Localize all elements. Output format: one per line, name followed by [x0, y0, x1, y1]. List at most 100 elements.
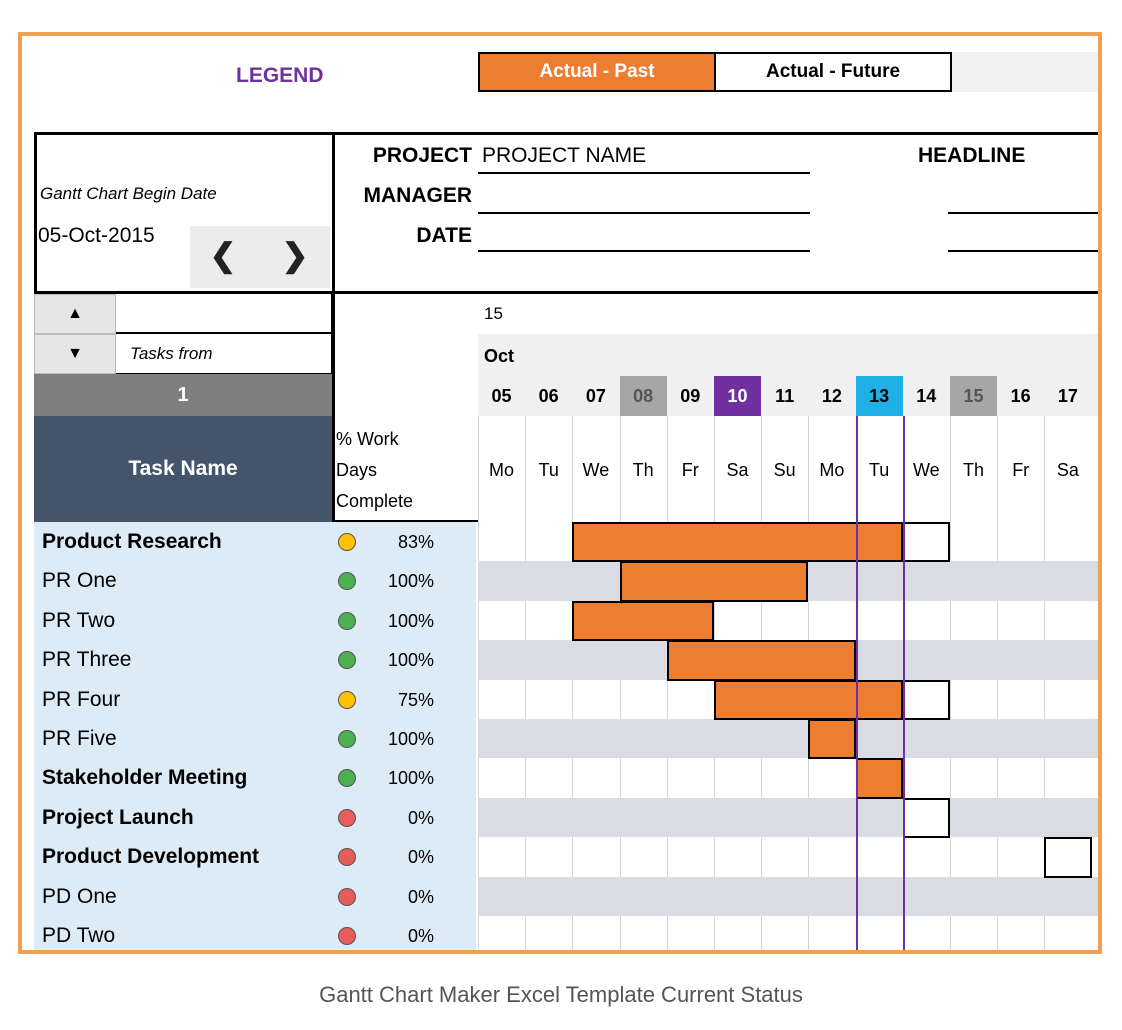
task-name-cell[interactable]: Product Development [42, 845, 260, 869]
status-dot-icon [338, 927, 356, 945]
day-name-07: We [582, 459, 610, 480]
pct-header-line3: Complete [336, 491, 414, 511]
timeline-month: Oct [484, 346, 515, 366]
pct-complete-cell[interactable]: 0% [407, 847, 434, 868]
day-name-17: Sa [1056, 459, 1079, 480]
pct-header-line2: Days [336, 460, 378, 480]
status-dot-icon [338, 651, 356, 670]
task-name-cell[interactable]: PR Four [42, 687, 121, 711]
bar-future[interactable] [902, 679, 950, 720]
bar-past[interactable] [572, 522, 903, 563]
pct-complete-header: % Work Days Complete [336, 424, 413, 517]
project-label: PROJECT [372, 144, 472, 167]
grid-column-line [478, 416, 479, 950]
status-dot-icon [338, 690, 356, 709]
header-divider [332, 132, 335, 522]
day-name-16: Fr [1012, 459, 1030, 480]
task-list-bg [34, 522, 476, 950]
status-dot-icon [338, 572, 356, 591]
day-number-13: 13 [855, 376, 903, 416]
grid-row-stripe [478, 797, 1098, 838]
day-name-08: Th [632, 459, 654, 480]
day-number-09: 09 [680, 385, 701, 406]
pct-complete-cell[interactable]: 0% [407, 926, 434, 946]
date-label: DATE [416, 224, 472, 247]
day-name-15: Th [962, 459, 984, 480]
bar-future[interactable] [902, 797, 950, 839]
legend-future-swatch: Actual - Future [714, 52, 952, 92]
pct-header-line1: % Work [336, 429, 399, 449]
next-period-button[interactable]: ❯ [281, 237, 309, 273]
headline-field-2[interactable] [948, 250, 1098, 252]
task-name-cell[interactable]: PD One [42, 884, 117, 908]
bar-past[interactable] [666, 640, 856, 681]
status-dot-icon [338, 611, 356, 630]
day-number-14: 14 [916, 385, 937, 406]
manager-field[interactable] [478, 212, 810, 214]
date-field[interactable] [478, 250, 810, 252]
tasks-from-label: Tasks from [130, 344, 213, 363]
day-number-05: 05 [491, 385, 512, 406]
day-number-10: 10 [714, 376, 761, 416]
bar-past[interactable] [619, 561, 809, 602]
pct-complete-cell[interactable]: 100% [387, 610, 434, 631]
day-name-06: Tu [538, 459, 559, 480]
pct-complete-cell[interactable]: 100% [387, 768, 434, 789]
pct-complete-cell[interactable]: 83% [397, 532, 434, 552]
header-top-border [34, 132, 1098, 135]
day-number-11: 11 [775, 385, 795, 406]
task-name-cell[interactable]: PR Two [42, 608, 116, 632]
task-name-header: Task Name [34, 416, 332, 522]
bar-past[interactable] [855, 758, 903, 799]
pct-complete-cell[interactable]: 100% [387, 729, 434, 749]
day-name-09: Fr [681, 459, 699, 480]
day-number-17: 17 [1057, 385, 1078, 406]
task-name-cell[interactable]: PR One [42, 569, 117, 593]
scroll-up-button[interactable]: ▲ [34, 294, 116, 334]
pct-complete-cell[interactable]: 75% [397, 689, 434, 710]
headline-label: HEADLINE [918, 144, 1026, 167]
day-number-12: 12 [821, 385, 842, 406]
manager-label: MANAGER [363, 184, 473, 207]
status-dot-icon [338, 533, 356, 551]
task-name-cell[interactable]: PR Five [42, 727, 117, 750]
bar-future[interactable] [1044, 837, 1092, 878]
grid-row-stripe [478, 719, 1098, 759]
day-number-08: 08 [619, 376, 667, 416]
task-name-cell[interactable]: PR Three [42, 648, 132, 672]
bar-past[interactable] [808, 719, 856, 760]
task-name-cell[interactable]: Product Research [42, 530, 222, 553]
day-name-05: Mo [488, 459, 514, 480]
pct-complete-cell[interactable]: 100% [387, 571, 434, 592]
headline-field-1[interactable] [948, 212, 1098, 214]
prev-period-button[interactable]: ❮ [209, 237, 237, 273]
scroll-down-button[interactable]: ▼ [34, 334, 116, 374]
bar-past[interactable] [572, 600, 714, 642]
pct-header-border [332, 520, 478, 522]
pct-complete-cell[interactable]: 0% [407, 807, 434, 828]
gantt-sheet: LEGEND Actual - Past Actual - Future Gan… [18, 32, 1102, 954]
bar-future[interactable] [902, 522, 950, 563]
project-underline [478, 172, 810, 174]
grid-column-line [666, 416, 668, 950]
task-name-cell[interactable]: PD Two [42, 924, 116, 947]
bar-past[interactable] [714, 679, 903, 720]
grid-column-line [525, 416, 527, 950]
grid-column-line [997, 416, 999, 950]
grid-column-line [1044, 416, 1046, 950]
pct-complete-cell[interactable]: 100% [387, 650, 434, 671]
pct-complete-cell[interactable]: 0% [407, 886, 434, 907]
header-left-border [34, 132, 37, 292]
project-name-field[interactable]: PROJECT NAME [482, 144, 647, 167]
task-name-cell[interactable]: Stakeholder Meeting [42, 766, 248, 790]
task-name-cell[interactable]: Project Launch [42, 805, 194, 829]
grid-column-line [619, 416, 621, 950]
day-number-16: 16 [1010, 385, 1031, 406]
status-dot-icon [338, 887, 356, 906]
begin-date-value[interactable]: 05-Oct-2015 [38, 224, 155, 247]
day-number-06: 06 [538, 385, 559, 406]
start-task-number[interactable]: 1 [34, 374, 332, 416]
scroll-divider [116, 332, 332, 334]
day-name-10: Sa [726, 459, 749, 480]
day-name-12: Mo [819, 459, 845, 480]
